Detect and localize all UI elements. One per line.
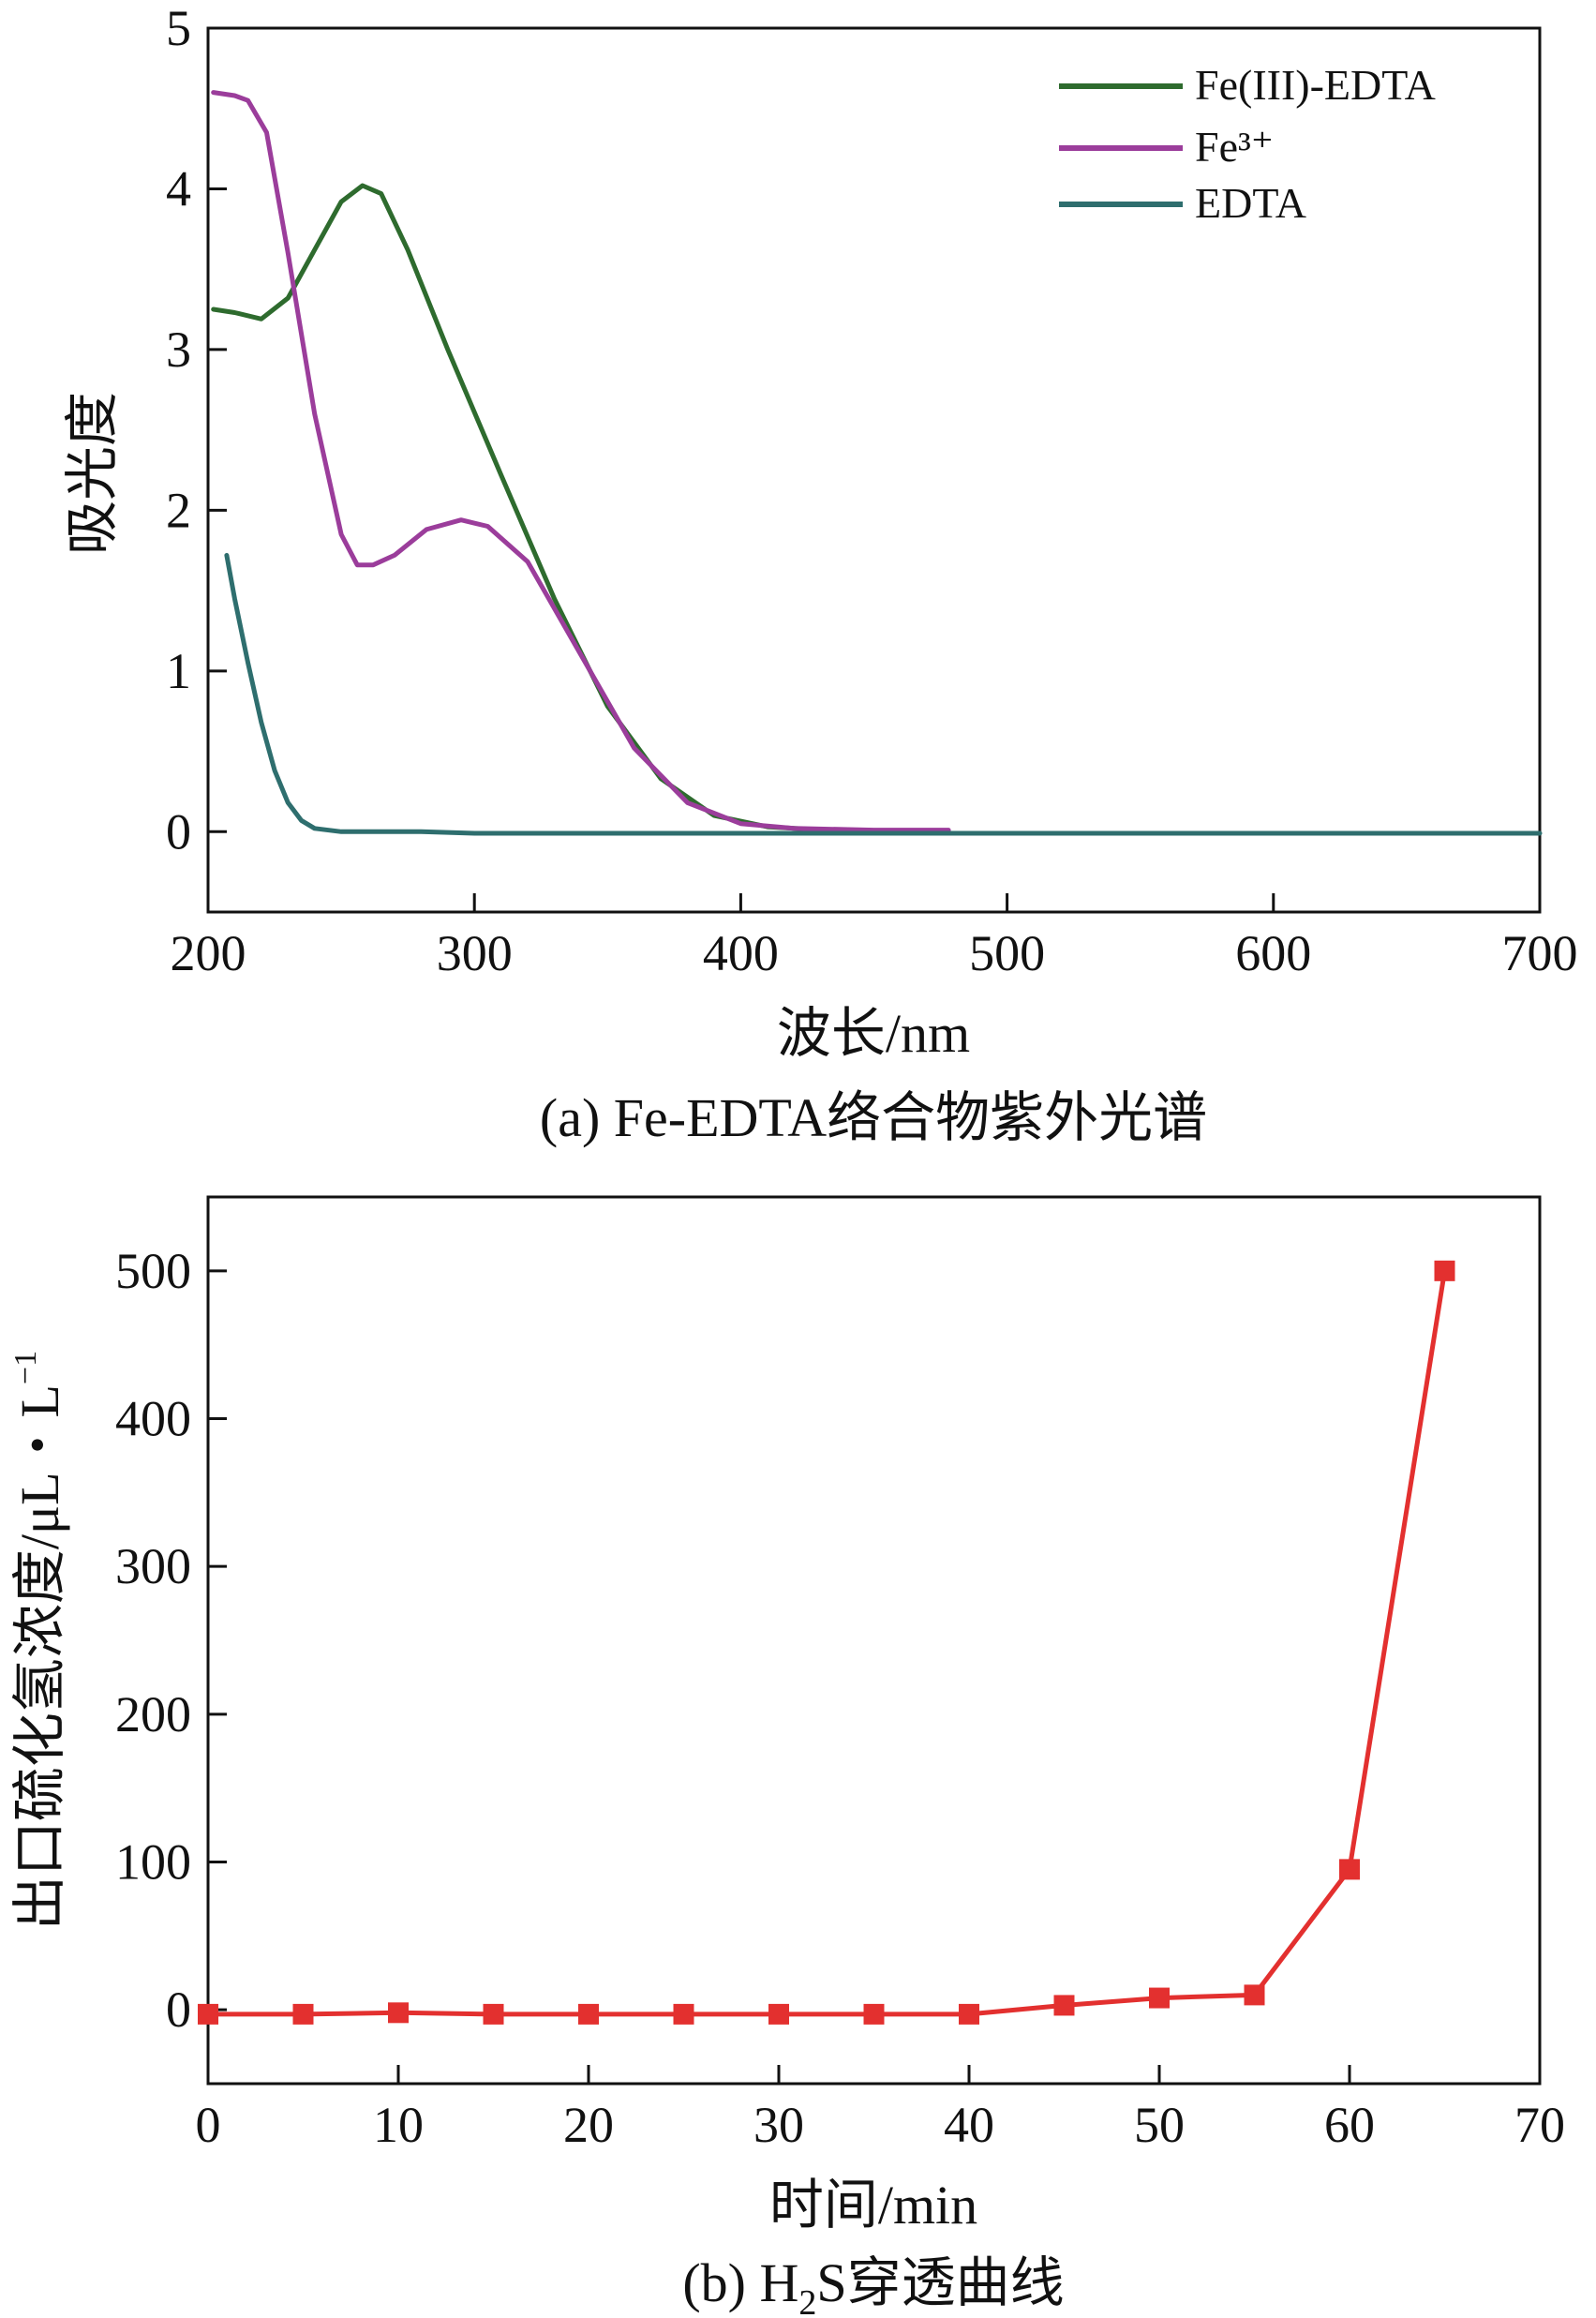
chart-b-ylabel-main: 出口硫化氢浓度/μL・L (9, 1384, 70, 1930)
data-point (292, 2003, 314, 2025)
chart-b-frame (206, 1195, 1542, 2086)
chart-a-frame (206, 26, 1542, 914)
chart-a-series (211, 90, 1543, 836)
chart-a-legend: Fe(III)-EDTA Fe³⁺ EDTA (1059, 61, 1436, 227)
x-tick-label: 600 (1235, 925, 1311, 981)
chart-a-xlabel: 波长/nm (777, 1003, 970, 1064)
x-tick-label: 300 (437, 925, 513, 981)
series-line-0 (211, 183, 828, 833)
chart-b-series (198, 1260, 1455, 2025)
y-tick-label: 500 (115, 1243, 191, 1299)
chart-a-ylabel: 吸光度 (62, 392, 123, 555)
x-tick-label: 10 (373, 2097, 424, 2153)
data-point (673, 2003, 694, 2025)
x-tick-label: 400 (703, 925, 779, 981)
data-point (578, 2003, 599, 2025)
y-tick-label: 1 (166, 643, 191, 699)
chart-a-ticks: 200 300 400 500 600 700 0 1 2 3 4 5 (166, 0, 1578, 981)
y-tick-label: 5 (166, 0, 191, 56)
data-point (1149, 1987, 1170, 2009)
x-tick-label: 700 (1502, 925, 1578, 981)
x-tick-label: 20 (563, 2097, 614, 2153)
legend-label-fe-edta: Fe(III)-EDTA (1195, 61, 1436, 109)
chart-b-ylabel: 出口硫化氢浓度/μL・L−1 (8, 1351, 70, 1930)
x-tick-label: 60 (1324, 2097, 1375, 2153)
x-tick-label: 500 (969, 925, 1045, 981)
data-point (198, 2003, 218, 2025)
data-point (1339, 1859, 1360, 1880)
y-tick-label: 400 (115, 1391, 191, 1447)
data-point (863, 2003, 885, 2025)
y-tick-label: 2 (166, 482, 191, 538)
data-point (483, 2003, 504, 2025)
chart-b-caption-sub: 2 (798, 2283, 816, 2318)
y-tick-label: 0 (166, 803, 191, 860)
x-tick-label: 70 (1514, 2097, 1565, 2153)
chart-a-caption: (a) Fe-EDTA络合物紫外光谱 (540, 1087, 1207, 1148)
data-point (1244, 1984, 1265, 2006)
chart-b-caption: (b) H2S穿透曲线 (682, 2252, 1064, 2318)
y-tick-label: 300 (115, 1538, 191, 1594)
legend-label-edta: EDTA (1195, 179, 1306, 227)
data-point (388, 2002, 409, 2024)
x-tick-label: 0 (196, 2097, 221, 2153)
y-tick-label: 0 (166, 1982, 191, 2038)
x-tick-label: 30 (753, 2097, 804, 2153)
chart-b-caption-suffix: S穿透曲线 (816, 2252, 1064, 2313)
chart-b-caption-prefix: (b) H (682, 2252, 798, 2313)
data-point (1053, 1995, 1075, 2016)
h2s-breakthrough-chart: 0 10 20 30 40 50 60 70 0 100 200 300 400 500 时间/min 出… (8, 1195, 1565, 2318)
x-tick-label: 200 (171, 925, 246, 981)
x-tick-label: 50 (1134, 2097, 1185, 2153)
data-point (1434, 1260, 1455, 1281)
series-line-1 (211, 90, 951, 833)
legend-label-fe3: Fe³⁺ (1195, 123, 1274, 171)
x-tick-label: 40 (944, 2097, 994, 2153)
series-line-0 (205, 1268, 1447, 2017)
data-point (768, 2003, 789, 2025)
chart-b-xlabel: 时间/min (769, 2175, 977, 2236)
uv-spectrum-chart: 200 300 400 500 600 700 0 1 2 3 4 5 Fe(III)-EDTA Fe… (62, 0, 1578, 1148)
data-point (959, 2003, 979, 2025)
chart-b-ylabel-sup: −1 (8, 1351, 43, 1384)
series-line-2 (224, 552, 1543, 836)
chart-b-ticks: 0 10 20 30 40 50 60 70 0 100 200 300 400 500 (115, 1243, 1565, 2153)
y-tick-label: 200 (115, 1686, 191, 1742)
y-tick-label: 3 (166, 322, 191, 378)
y-tick-label: 4 (166, 160, 191, 217)
y-tick-label: 100 (115, 1834, 191, 1891)
